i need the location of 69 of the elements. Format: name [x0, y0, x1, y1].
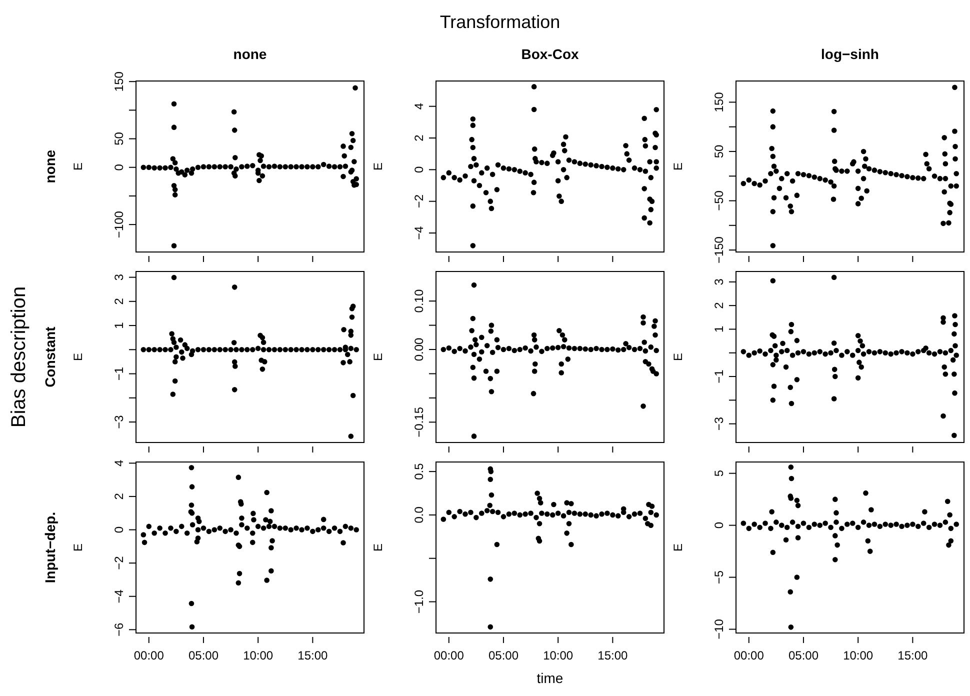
y-tick-label: 3: [112, 274, 126, 281]
x-tick-label: 10:00: [243, 648, 274, 663]
y-tick-label: −50: [712, 190, 726, 211]
y-tick-label: 2: [112, 492, 126, 500]
y-tick-label: 1: [112, 322, 126, 329]
y-axis-title: E: [671, 543, 686, 552]
y-tick-label: −5: [712, 570, 726, 584]
y-tick-label: 3: [712, 278, 726, 286]
y-tick-label: 50: [112, 132, 126, 146]
y-axis-title: E: [71, 543, 86, 552]
y-tick-label: −1.0: [412, 590, 426, 614]
chart-title: none: [233, 46, 267, 62]
y-axis-title: E: [71, 352, 86, 362]
chart-title: log−sinh: [821, 46, 879, 62]
y-tick-label: −6: [112, 622, 126, 637]
y-tick-label: 0: [412, 166, 426, 174]
y-axis-title: E: [671, 162, 686, 171]
y-axis-title: E: [371, 543, 386, 552]
y-tick-label: 1: [712, 326, 726, 333]
y-tick-label: −3: [712, 416, 726, 431]
y-tick-label: −1: [712, 369, 726, 384]
y-tick-label: −3: [112, 414, 126, 429]
y-tick-label: 2: [112, 298, 126, 305]
text: Constant: [42, 326, 58, 388]
y-tick-label: 0: [112, 164, 126, 171]
x-tick-label: 15:00: [298, 648, 328, 663]
text: none: [42, 150, 58, 184]
y-tick-label: 2: [712, 302, 726, 309]
y-tick-label: 4: [112, 460, 126, 467]
x-tick-label: 05:00: [488, 648, 519, 663]
y-tick-label: 0.10: [412, 289, 426, 313]
y-tick-label: −1: [112, 366, 126, 381]
y-tick-label: −2: [112, 556, 126, 570]
y-tick-label: 0.0: [412, 506, 426, 524]
y-tick-label: −150: [712, 236, 726, 264]
y-tick-label: 50: [712, 144, 726, 158]
y-tick-label: 5: [712, 470, 726, 477]
text: Input−dep.: [42, 512, 58, 584]
y-tick-label: −2: [412, 194, 426, 208]
text: Bias description: [8, 286, 30, 428]
y-tick-label: −4: [112, 589, 126, 604]
x-tick-label: 05:00: [788, 648, 819, 663]
y-tick-label: 0: [112, 526, 126, 534]
chart-title: Box-Cox: [521, 46, 579, 62]
y-axis-title: E: [371, 352, 386, 362]
y-tick-label: 0.00: [412, 337, 426, 362]
x-tick-label: 05:00: [188, 648, 219, 663]
x-tick-label: 00:00: [734, 648, 764, 663]
y-tick-label: 0.5: [412, 462, 426, 480]
y-axis-title: E: [671, 352, 686, 362]
x-tick-label: 10:00: [843, 648, 874, 663]
y-tick-label: −0.15: [412, 406, 426, 438]
y-tick-label: −4: [412, 226, 426, 240]
x-axis-title: time: [536, 670, 564, 686]
x-tick-label: 15:00: [898, 648, 928, 663]
y-tick-label: 4: [412, 102, 426, 110]
y-tick-label: 150: [112, 71, 126, 92]
y-tick-label: −10: [712, 618, 726, 640]
x-tick-label: 15:00: [598, 648, 628, 663]
y-tick-label: 2: [412, 134, 426, 142]
x-tick-label: 10:00: [543, 648, 574, 663]
y-tick-label: 150: [712, 92, 726, 112]
y-tick-label: −100: [112, 210, 126, 238]
y-axis-title: E: [371, 162, 386, 171]
x-tick-label: 00:00: [134, 648, 164, 663]
y-axis-title: E: [71, 162, 86, 171]
x-tick-label: 00:00: [434, 648, 464, 663]
text: Transformation: [440, 12, 560, 32]
y-tick-label: 0: [712, 522, 726, 529]
